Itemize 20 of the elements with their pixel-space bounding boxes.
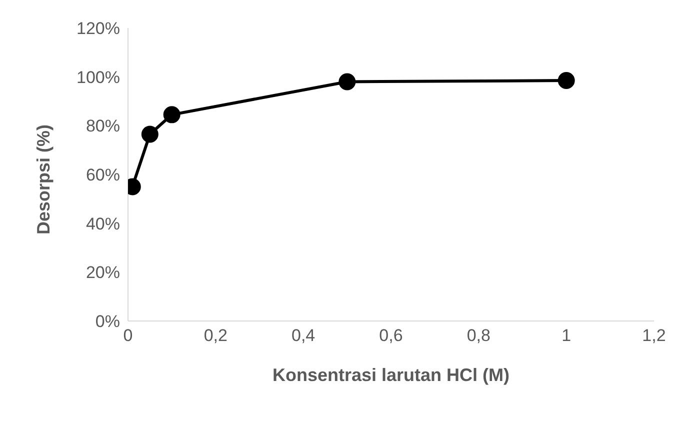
x-tick-label: 0,6 (379, 326, 403, 346)
x-tick-label: 0,2 (204, 326, 228, 346)
point (163, 106, 180, 124)
y-tick-label: 60% (86, 166, 120, 185)
x-tick-label: 0,4 (292, 326, 316, 346)
x-tick-label: 0,8 (466, 326, 490, 346)
point (141, 126, 158, 143)
point (338, 73, 356, 90)
y-axis-title: Desorpsi (%) (33, 124, 54, 234)
x-axis-title: Konsentrasi larutan HCl (M) (272, 365, 510, 385)
y-tick-label: 40% (86, 214, 120, 234)
x-tick-label: 1 (562, 326, 572, 346)
y-tick-label: 100% (76, 68, 120, 87)
x-tick-label: 1,2 (642, 326, 666, 346)
x-tick-label: 0 (123, 326, 133, 346)
point (558, 72, 575, 89)
y-tick-label: 80% (86, 116, 120, 136)
y-tick-label: 20% (86, 263, 120, 282)
y-tick-label: 0% (95, 312, 120, 332)
y-tick-label: 120% (76, 19, 120, 38)
